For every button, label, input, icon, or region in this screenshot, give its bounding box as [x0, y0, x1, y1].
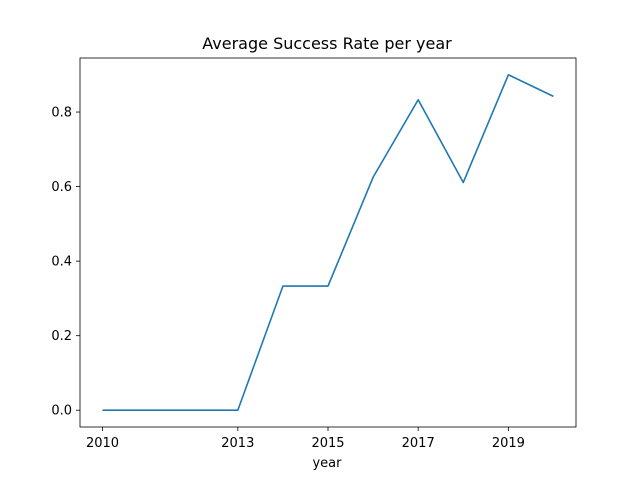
x-tick-label: 2013	[221, 436, 254, 451]
x-tick-label: 2017	[402, 436, 435, 451]
y-tick-label: 0.0	[51, 404, 72, 419]
plot-area	[79, 57, 577, 428]
x-tick-label: 2010	[86, 436, 119, 451]
chart-title: Average Success Rate per year	[202, 34, 452, 53]
series-line	[102, 73, 554, 412]
y-tick-label: 0.8	[51, 106, 72, 121]
y-axis: 0.0 0.2 0.4 0.6 0.8	[51, 106, 80, 419]
series-layer	[102, 73, 554, 412]
x-tick-label: 2015	[311, 436, 344, 451]
y-tick-label: 0.6	[51, 180, 72, 195]
y-tick-label: 0.4	[51, 255, 72, 270]
x-axis-title: year	[312, 456, 342, 471]
y-tick-label: 0.2	[51, 329, 72, 344]
plot-frame	[79, 57, 577, 428]
x-axis: 2010 2013 2015 2017 2019	[86, 427, 525, 451]
x-tick-label: 2019	[492, 436, 525, 451]
